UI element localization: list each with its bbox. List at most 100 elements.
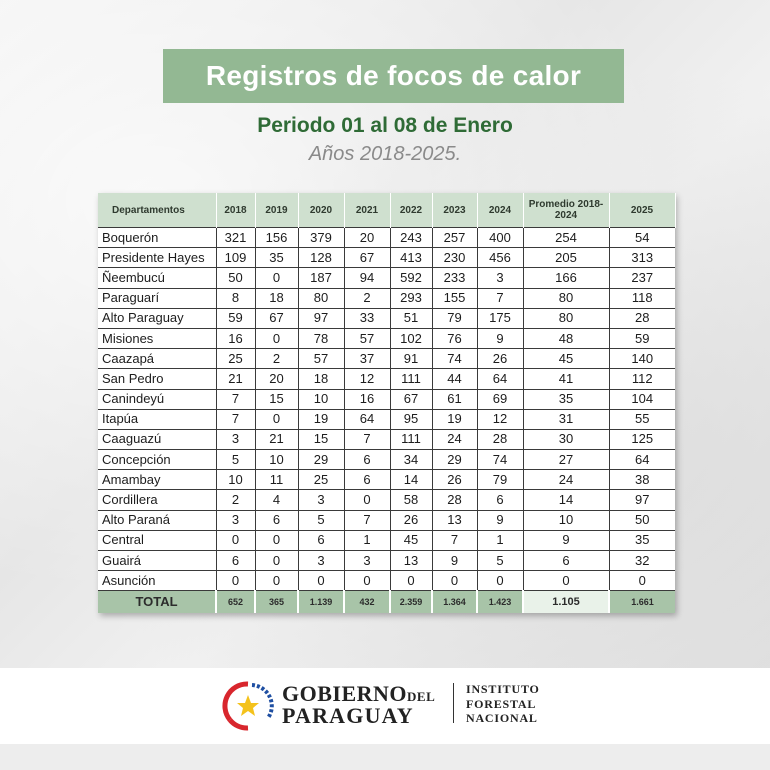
- table-cell: 3: [476, 267, 524, 289]
- table-cell: 293: [389, 287, 433, 309]
- table-cell: 9: [431, 549, 478, 572]
- table-cell: 237: [608, 267, 675, 289]
- table-cell: 0: [254, 570, 299, 592]
- table-cell: 5: [476, 549, 524, 572]
- table-row: Concepción 5 10 29 6 34 29 74 27 64: [98, 449, 675, 471]
- table-cell: 67: [343, 247, 391, 269]
- table-cell: 59: [215, 307, 256, 329]
- table-cell: 187: [297, 267, 345, 289]
- table-cell: 64: [608, 449, 675, 471]
- total-row: TOTAL 652 365 1.139 432 2.359 1.364 1.423 1.105 1…: [98, 590, 675, 614]
- table-cell: 233: [431, 267, 478, 289]
- table-cell: 19: [297, 408, 345, 430]
- table-cell: 7: [343, 428, 391, 451]
- table-cell: 379: [297, 226, 345, 249]
- table-cell: 10: [215, 469, 256, 491]
- table-cell: 57: [343, 327, 391, 350]
- table-cell: 6: [522, 549, 610, 572]
- department-name: Boquerón: [98, 226, 217, 249]
- column-header: 2019: [255, 193, 299, 228]
- table-cell: 321: [215, 226, 256, 249]
- table-cell: 10: [522, 509, 610, 531]
- table-cell: 18: [254, 287, 299, 309]
- table-cell: 3: [297, 489, 345, 511]
- table-cell: 48: [522, 327, 610, 350]
- total-cell: 2.359: [390, 590, 433, 614]
- column-header: 2021: [344, 193, 391, 228]
- table-cell: 313: [608, 247, 675, 269]
- table-cell: 57: [297, 348, 345, 370]
- total-cell: 1.661: [609, 590, 675, 614]
- table-cell: 15: [254, 388, 299, 410]
- table-cell: 20: [254, 368, 299, 390]
- department-name: Cordillera: [98, 489, 217, 511]
- table-cell: 34: [389, 449, 433, 471]
- table-cell: 61: [431, 388, 478, 410]
- table-cell: 33: [343, 307, 391, 329]
- table-row: Boquerón 321 156 379 20 243 257 400 254 54: [98, 226, 675, 249]
- total-cell: 1.139: [298, 590, 345, 614]
- table-cell: 50: [608, 509, 675, 531]
- table-cell: 80: [297, 287, 345, 309]
- table-cell: 13: [431, 509, 478, 531]
- total-cell: 1.364: [432, 590, 478, 614]
- table-cell: 5: [215, 449, 256, 471]
- table-header-row: Departamentos 2018 2019 2020 2021 2022 2023 202…: [98, 193, 676, 228]
- title-banner: Registros de focos de calor: [163, 49, 624, 103]
- table-row: Paraguarí 8 18 80 2 293 155 7 80 118: [98, 287, 675, 309]
- table-cell: 14: [522, 489, 610, 511]
- table-cell: 3: [343, 549, 391, 572]
- table-cell: 26: [431, 469, 478, 491]
- table-cell: 6: [254, 509, 299, 531]
- table-cell: 14: [389, 469, 433, 491]
- table-cell: 112: [608, 368, 675, 390]
- column-header: 2023: [432, 193, 478, 228]
- department-name: Guairá: [98, 549, 217, 572]
- table-row: Caazapá 25 2 57 37 91 74 26 45 140: [98, 348, 675, 370]
- department-name: Concepción: [98, 449, 217, 471]
- table-cell: 26: [389, 509, 433, 531]
- table-cell: 26: [476, 348, 524, 370]
- table-cell: 58: [389, 489, 433, 511]
- table-cell: 6: [215, 549, 256, 572]
- table-cell: 175: [476, 307, 524, 329]
- institute-line: NACIONAL: [466, 711, 538, 725]
- table-cell: 28: [608, 307, 675, 329]
- table-cell: 0: [215, 529, 256, 552]
- table-cell: 16: [215, 327, 256, 350]
- total-cell: 432: [344, 590, 391, 614]
- table-cell: 104: [608, 388, 675, 410]
- table-cell: 74: [431, 348, 478, 370]
- department-name: Ñeembucú: [98, 267, 217, 289]
- table-cell: 3: [215, 509, 256, 531]
- table-cell: 19: [431, 408, 478, 430]
- table-cell: 118: [608, 287, 675, 309]
- table-cell: 230: [431, 247, 478, 269]
- table-cell: 64: [476, 368, 524, 390]
- table-cell: 12: [343, 368, 391, 390]
- table-row: Asunción 0 0 0 0 0 0 0 0 0: [98, 570, 675, 592]
- column-header: 2020: [298, 193, 345, 228]
- table-cell: 35: [608, 529, 675, 552]
- table-cell: 7: [343, 509, 391, 531]
- institute-line: FORESTAL: [466, 696, 537, 711]
- department-name: Misiones: [98, 327, 217, 350]
- table-cell: 1: [476, 529, 524, 552]
- table-cell: 0: [254, 408, 299, 430]
- table-cell: 2: [343, 287, 391, 309]
- table-cell: 7: [476, 287, 524, 309]
- department-name: Amambay: [98, 469, 217, 491]
- footer-divider: [453, 683, 454, 723]
- table-cell: 10: [297, 388, 345, 410]
- table-cell: 45: [522, 348, 610, 370]
- table-cell: 6: [476, 489, 524, 511]
- table-cell: 0: [215, 570, 256, 592]
- table-cell: 44: [431, 368, 478, 390]
- table-row: Central 0 0 6 1 45 7 1 9 35: [98, 529, 675, 552]
- table-cell: 156: [254, 226, 299, 249]
- table-cell: 109: [215, 247, 256, 269]
- table-cell: 3: [297, 549, 345, 572]
- table-cell: 3: [215, 428, 256, 451]
- footer-bar: [0, 668, 770, 744]
- table-cell: 25: [297, 469, 345, 491]
